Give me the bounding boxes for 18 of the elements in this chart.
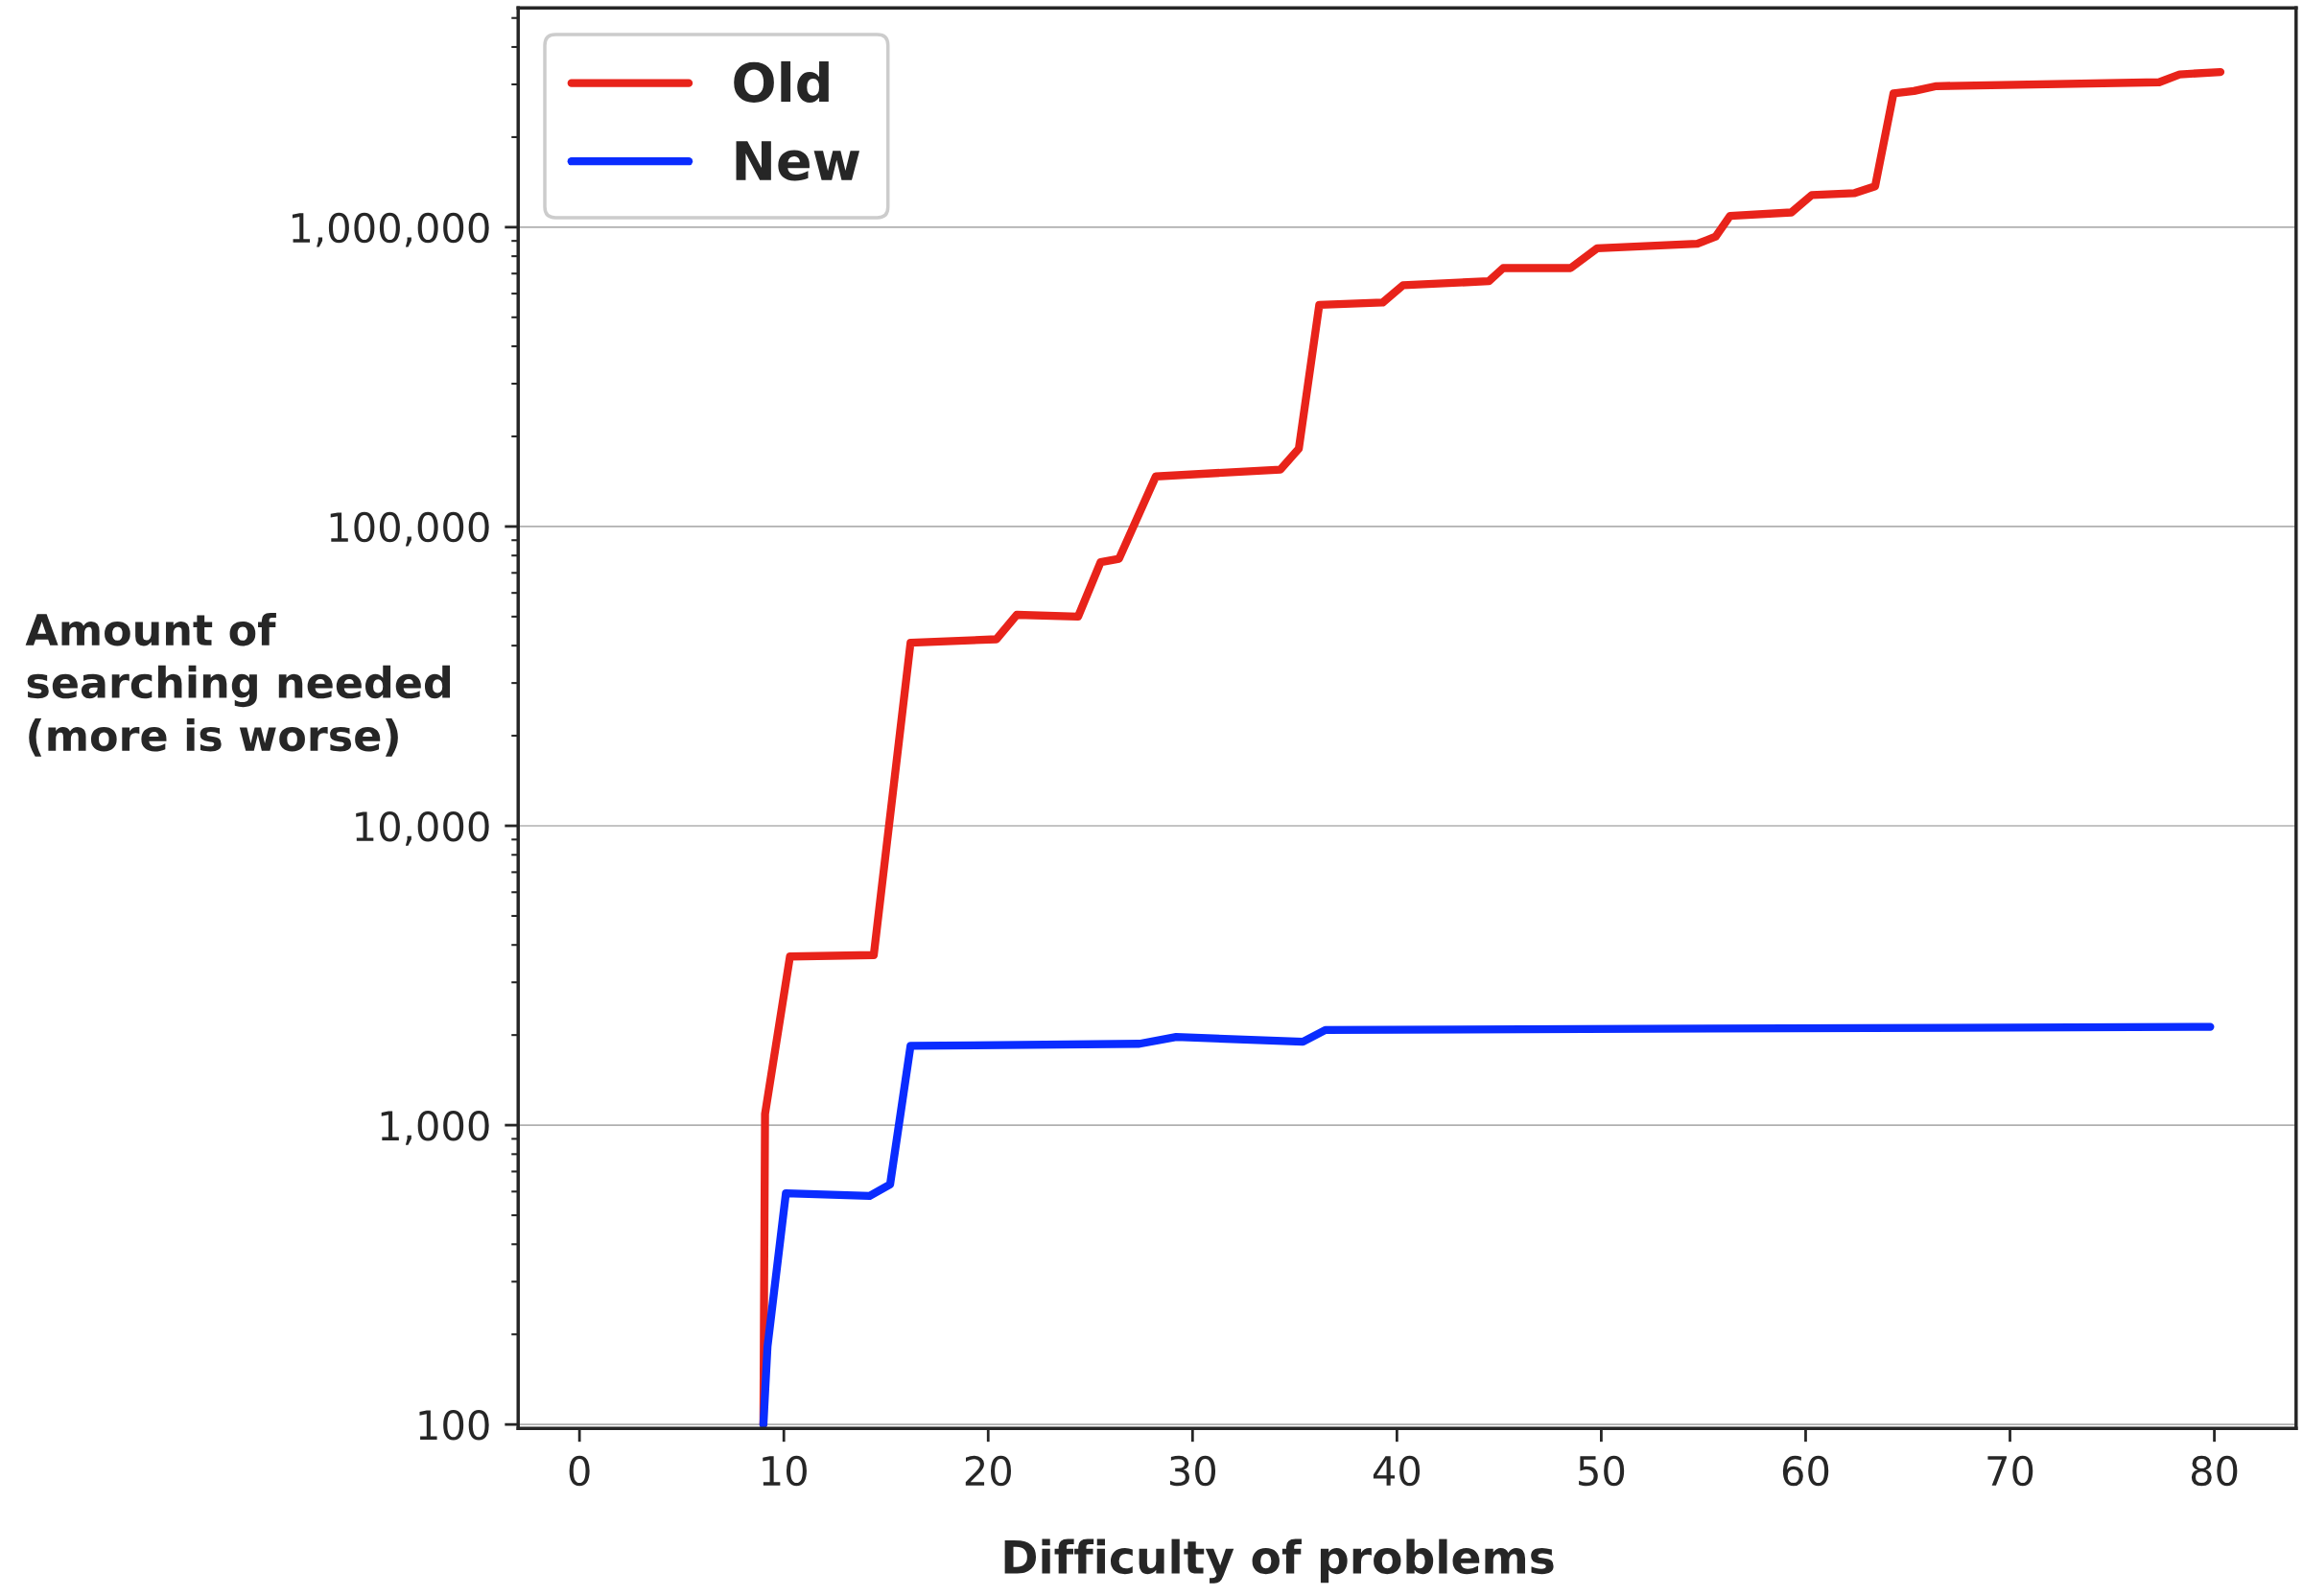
x-tick-label: 0 bbox=[569, 1455, 590, 1487]
x-tick-label: 60 bbox=[1782, 1455, 1829, 1487]
x-tick-label: 80 bbox=[2191, 1455, 2238, 1487]
y-tick-label: 100,000 bbox=[330, 511, 489, 547]
legend-label: New bbox=[736, 141, 860, 181]
y-tick-label: 1,000,000 bbox=[292, 212, 489, 247]
y-tick-label: 10,000 bbox=[356, 810, 489, 846]
x-tick-label: 20 bbox=[965, 1455, 1011, 1487]
y-axis-title: Amount of searching needed (more is worse) bbox=[25, 613, 451, 757]
x-tick-label: 50 bbox=[1579, 1455, 1625, 1487]
y-tick-label: 1,000 bbox=[381, 1110, 489, 1145]
y-tick-label: 100 bbox=[419, 1410, 489, 1441]
x-axis-title: Difficulty of problems bbox=[1004, 1538, 1554, 1584]
legend-label: Old bbox=[734, 60, 829, 103]
x-tick-label: 40 bbox=[1373, 1455, 1421, 1487]
x-tick-label: 30 bbox=[1169, 1455, 1216, 1487]
x-tick-label: 70 bbox=[1987, 1455, 2033, 1487]
x-tick-label: 10 bbox=[763, 1455, 807, 1487]
